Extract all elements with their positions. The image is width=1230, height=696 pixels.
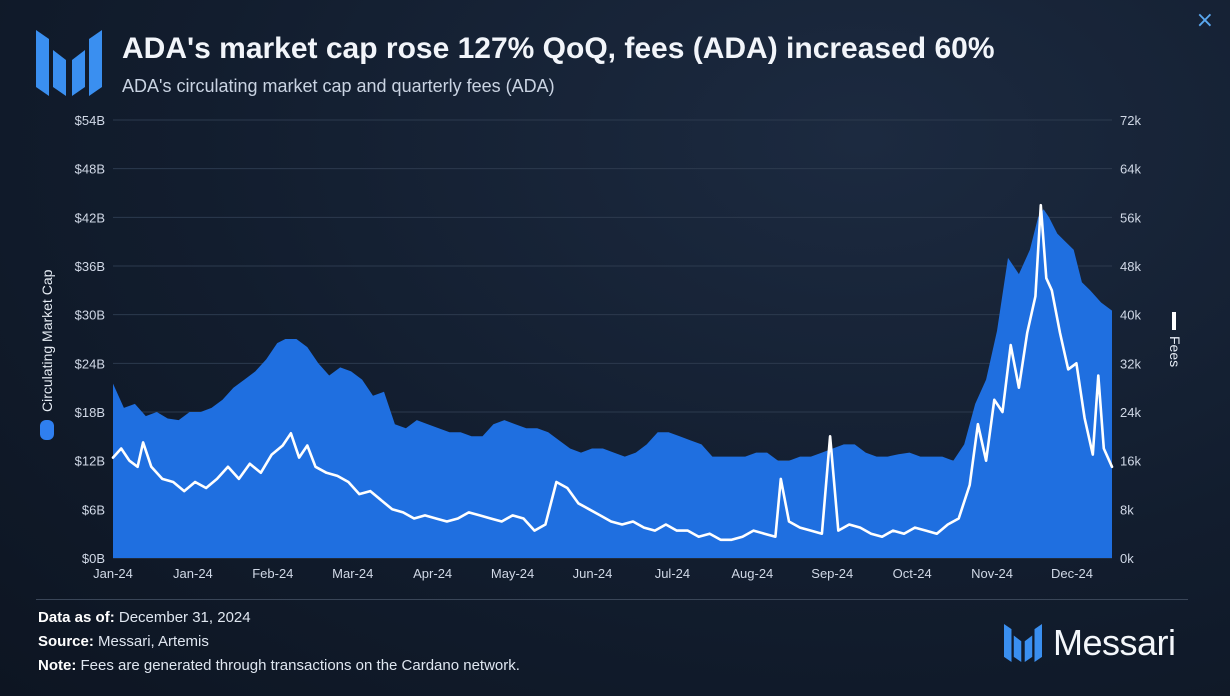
x-tick-label: Nov-24 [971,566,1013,581]
footer-data-as-of: Data as of: December 31, 2024 [38,609,251,626]
y-right-tick-label: 24k [1120,405,1141,420]
y-right-axis-title: Fees [1167,312,1183,367]
x-tick-label: Jun-24 [573,566,613,581]
market-cap-legend-swatch [40,420,54,440]
x-tick-label: Feb-24 [252,566,293,581]
y-left-tick-label: $24B [75,356,105,371]
messari-logo-icon [36,30,102,96]
x-tick-label: Aug-24 [731,566,773,581]
brand: Messari [1003,622,1176,664]
y-right-tick-label: 8k [1120,502,1134,517]
y-right-tick-label: 48k [1120,259,1141,274]
y-left-axis-label: Circulating Market Cap [39,269,55,412]
y-left-tick-label: $36B [75,259,105,274]
source-value: Messari, Artemis [98,633,209,650]
y-left-tick-label: $12B [75,454,105,469]
x-tick-label: Apr-24 [413,566,452,581]
fees-legend-swatch [1172,312,1176,330]
brand-name: Messari [1053,622,1176,663]
source-label: Source: [38,633,94,650]
y-left-tick-label: $30B [75,308,105,323]
y-left-tick-label: $48B [75,162,105,177]
note-label: Note: [38,657,77,674]
y-right-tick-label: 56k [1120,210,1141,225]
y-left-tick-label: $54B [75,113,105,128]
chart-title: ADA's market cap rose 127% QoQ, fees (AD… [122,32,995,65]
close-icon[interactable]: × [1195,8,1214,33]
y-right-tick-label: 40k [1120,308,1141,323]
footer-note: Note: Fees are generated through transac… [38,657,520,674]
footer-source: Source: Messari, Artemis [38,633,209,650]
market-cap-area [113,209,1112,558]
y-left-tick-label: $18B [75,405,105,420]
x-tick-label: Jan-24 [173,566,213,581]
chart: $0B $6B $12B $18B $24B $30B $36B $42B $48B $54B 0… [39,113,1183,581]
y-left-axis-title: Circulating Market Cap [39,269,55,440]
fees-line [111,203,1114,542]
y-right-tick-label: 32k [1120,356,1141,371]
y-left-tick-labels: $0B $6B $12B $18B $24B $30B $36B $42B $48B $54B [75,113,105,566]
x-tick-labels: Jan-24 Jan-24 Feb-24 Mar-24 Apr-24 May-24 Jun-… [93,566,1093,581]
messari-brand-logo-icon [1004,624,1042,662]
chart-subtitle: ADA's circulating market cap and quarter… [122,76,555,96]
x-tick-label: May-24 [491,566,534,581]
x-tick-label: Dec-24 [1051,566,1093,581]
y-right-tick-label: 64k [1120,162,1141,177]
x-tick-label: Jul-24 [655,566,690,581]
y-right-axis-label: Fees [1167,336,1183,367]
y-right-tick-label: 16k [1120,454,1141,469]
y-left-tick-label: $0B [82,551,105,566]
x-tick-label: Sep-24 [811,566,853,581]
x-tick-label: Jan-24 [93,566,133,581]
x-tick-label: Mar-24 [332,566,373,581]
x-tick-label: Oct-24 [893,566,932,581]
y-right-tick-label: 72k [1120,113,1141,128]
footer-divider [36,599,1188,600]
y-right-tick-labels: 0k 8k 16k 24k 32k 40k 48k 56k 64k 72k [1120,113,1141,566]
y-left-tick-label: $6B [82,502,105,517]
data-as-of-label: Data as of: [38,609,115,626]
market-cap-area-series [113,209,1112,558]
y-right-tick-label: 0k [1120,551,1134,566]
fees-line-series [111,203,1114,542]
note-value: Fees are generated through transactions … [80,657,520,674]
data-as-of-value: December 31, 2024 [118,609,251,626]
y-left-tick-label: $42B [75,210,105,225]
